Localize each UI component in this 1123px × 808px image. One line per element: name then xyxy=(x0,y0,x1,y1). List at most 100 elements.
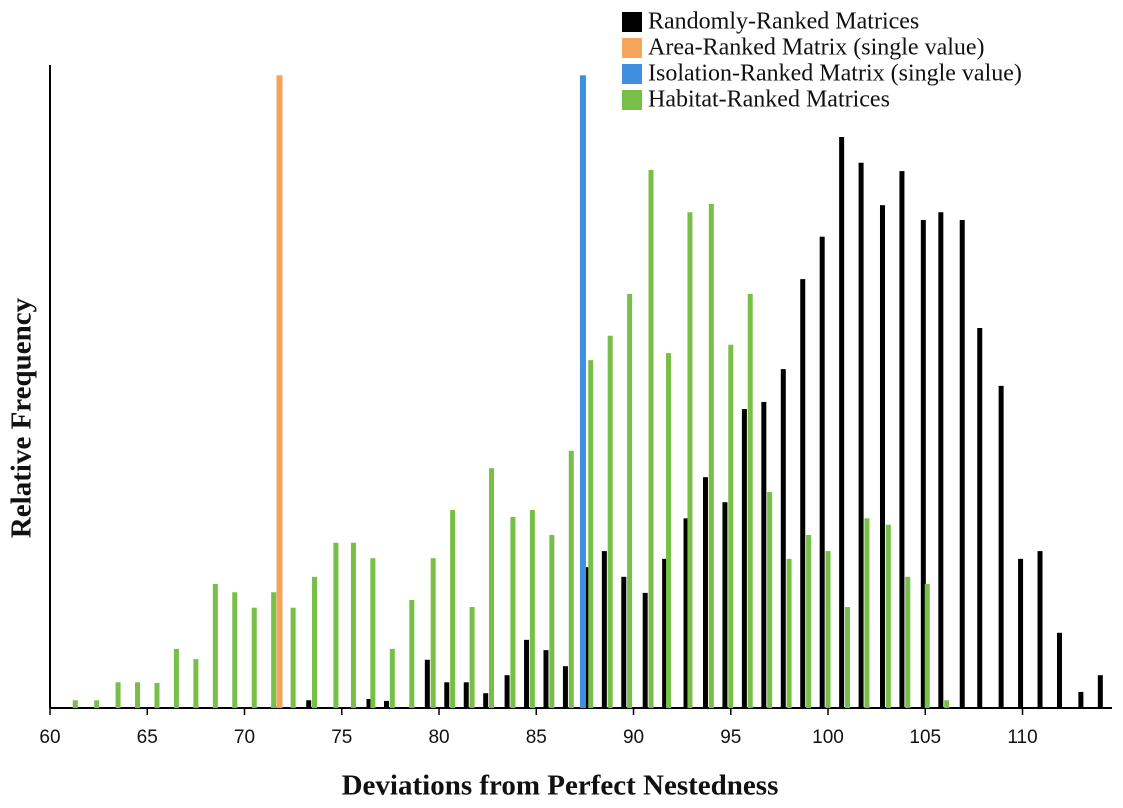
x-tick-label: 100 xyxy=(812,727,844,748)
x-tick-label: 95 xyxy=(720,727,741,748)
bar xyxy=(333,542,339,708)
bar xyxy=(1078,691,1084,708)
bar xyxy=(562,666,568,708)
x-tick-label: 75 xyxy=(331,727,352,748)
bar xyxy=(463,682,469,708)
bar xyxy=(607,335,613,708)
bar xyxy=(483,693,489,708)
bar xyxy=(959,219,965,708)
legend-swatch xyxy=(622,64,642,84)
bar xyxy=(409,599,415,708)
bar xyxy=(761,401,767,708)
bar xyxy=(543,650,549,708)
bar xyxy=(839,137,845,709)
bar xyxy=(251,607,257,708)
bar xyxy=(741,409,747,708)
x-tick-label: 65 xyxy=(137,727,158,748)
bar xyxy=(662,558,668,708)
bar xyxy=(1018,558,1024,708)
bar xyxy=(312,576,318,708)
bar xyxy=(920,219,926,708)
bar xyxy=(767,491,773,708)
bar xyxy=(885,524,891,708)
bar xyxy=(529,509,535,708)
bar xyxy=(524,639,530,708)
legend-label: Area-Ranked Matrix (single value) xyxy=(648,35,985,61)
bar xyxy=(627,293,633,708)
bar xyxy=(154,682,160,708)
bar xyxy=(549,535,555,708)
bar xyxy=(708,203,714,708)
bar xyxy=(683,518,689,708)
bar xyxy=(722,502,728,708)
bar xyxy=(430,558,436,708)
bar xyxy=(780,369,786,708)
bar xyxy=(924,583,930,708)
x-tick-label: 90 xyxy=(623,727,644,748)
bar xyxy=(844,607,850,708)
bar xyxy=(588,360,594,708)
bar xyxy=(998,385,1004,708)
bar xyxy=(899,171,905,709)
bar xyxy=(858,162,864,709)
bar xyxy=(1097,675,1103,708)
bar xyxy=(728,344,734,708)
bar xyxy=(366,698,372,708)
legend-swatch xyxy=(622,90,642,110)
bar xyxy=(786,558,792,708)
x-tick-label: 110 xyxy=(1007,727,1037,748)
marker-line xyxy=(276,75,283,708)
y-axis-title: Relative Frequency xyxy=(6,297,38,538)
bar xyxy=(642,592,648,708)
bar xyxy=(825,551,831,708)
bar xyxy=(135,682,141,708)
bar xyxy=(232,592,238,708)
bar xyxy=(94,700,100,708)
bar xyxy=(115,682,121,708)
bar xyxy=(510,517,516,708)
bar xyxy=(879,205,885,708)
bar xyxy=(621,576,627,708)
bar xyxy=(383,700,389,708)
x-tick-label: 80 xyxy=(428,727,449,748)
x-axis-title: Deviations from Perfect Nestedness xyxy=(342,770,779,802)
bar xyxy=(905,576,911,708)
bar xyxy=(306,700,312,708)
bar xyxy=(450,509,456,708)
bar xyxy=(193,659,199,708)
bar xyxy=(350,542,356,708)
bar xyxy=(370,558,376,708)
legend-label: Isolation-Ranked Matrix (single value) xyxy=(648,61,1022,87)
x-tick-label: 105 xyxy=(909,727,941,748)
x-tick-label: 85 xyxy=(526,727,547,748)
bar xyxy=(702,477,708,708)
bar xyxy=(424,659,430,708)
legend-label: Habitat-Ranked Matrices xyxy=(648,87,890,113)
bar xyxy=(944,700,950,708)
bar xyxy=(938,212,944,708)
bar xyxy=(290,607,296,708)
bar xyxy=(648,169,654,708)
bar xyxy=(819,236,825,708)
bar xyxy=(747,293,753,708)
bar xyxy=(977,327,983,708)
bar xyxy=(601,551,607,708)
bar xyxy=(666,353,672,708)
bar xyxy=(687,212,693,708)
bar xyxy=(212,583,218,708)
legend-swatch xyxy=(622,12,642,32)
bar xyxy=(173,648,179,708)
x-tick-label: 70 xyxy=(234,727,255,748)
bar xyxy=(568,450,574,708)
bar xyxy=(1056,632,1062,708)
legend-swatch xyxy=(622,38,642,58)
bar xyxy=(469,607,475,708)
bar xyxy=(1037,551,1043,708)
bar xyxy=(800,279,806,708)
bar xyxy=(489,468,495,708)
bar xyxy=(444,682,450,708)
legend-label: Randomly-Ranked Matrices xyxy=(648,9,919,35)
bar xyxy=(584,567,590,708)
